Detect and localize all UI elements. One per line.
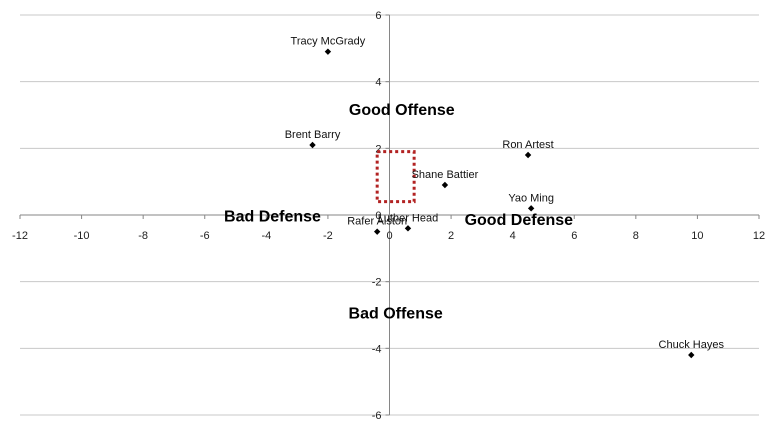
x-tick-labels: -12 -10 -8 -6 -4 -2 0 2 4 6 8 10 12 [12, 230, 765, 242]
quadrant-annotations: Good Offense Bad Defense Good Defense Bad O… [224, 102, 573, 322]
quadrant-label: Bad Offense [349, 305, 443, 322]
data-point [324, 48, 332, 55]
point-label: Rafer Alston [347, 216, 407, 228]
x-tick-label: 10 [691, 230, 703, 242]
axes [19, 14, 760, 416]
highlight-rect [375, 150, 416, 204]
point-label: Yao Ming [508, 192, 554, 204]
y-tick-label: 4 [375, 77, 381, 89]
quadrant-label: Bad Defense [224, 209, 321, 226]
point-label: Tracy McGrady [291, 36, 366, 48]
y-tick-label: 0 [375, 210, 381, 222]
x-tick-label: 8 [633, 230, 639, 242]
x-tick-label: -10 [74, 230, 90, 242]
data-points: Tracy McGrady Brent Barry Ron Artest Shane … [285, 36, 725, 359]
y-tick-label: -2 [372, 277, 382, 289]
point-label: Shane Battier [412, 169, 479, 181]
data-point [688, 351, 695, 359]
data-point [309, 141, 316, 149]
x-tick-label: -4 [261, 230, 271, 242]
data-point [524, 151, 532, 159]
x-tick-label: 12 [753, 230, 765, 242]
data-point [527, 205, 535, 212]
data-point [441, 181, 449, 189]
quadrant-label: Good Offense [349, 102, 455, 119]
x-tick-label: 6 [571, 230, 577, 242]
y-tick-label: -6 [372, 410, 382, 422]
x-tick-label: -2 [323, 230, 333, 242]
quadrant-label: Good Defense [465, 212, 574, 229]
highlight-box [375, 150, 416, 204]
point-label: Chuck Hayes [659, 339, 725, 351]
x-tick-label: 0 [386, 230, 392, 242]
data-point [404, 225, 412, 232]
point-label: Ron Artest [502, 139, 553, 151]
data-point [373, 228, 381, 235]
y-tick-label: 6 [375, 10, 381, 22]
y-tick-label: -4 [372, 343, 382, 355]
point-label: Brent Barry [285, 129, 341, 141]
x-tick-label: -8 [138, 230, 148, 242]
x-tick-label: -6 [200, 230, 210, 242]
x-tick-label: -12 [12, 230, 28, 242]
x-tick-label: 2 [448, 230, 454, 242]
y-tick-label: 2 [375, 143, 381, 155]
x-tick-label: 4 [510, 230, 516, 242]
y-tick-labels: -6 -4 -2 0 2 4 6 [372, 10, 382, 422]
point-label: Luther Head [378, 212, 439, 224]
